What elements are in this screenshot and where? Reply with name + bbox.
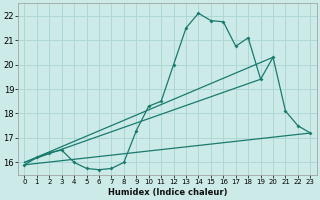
X-axis label: Humidex (Indice chaleur): Humidex (Indice chaleur) — [108, 188, 227, 197]
